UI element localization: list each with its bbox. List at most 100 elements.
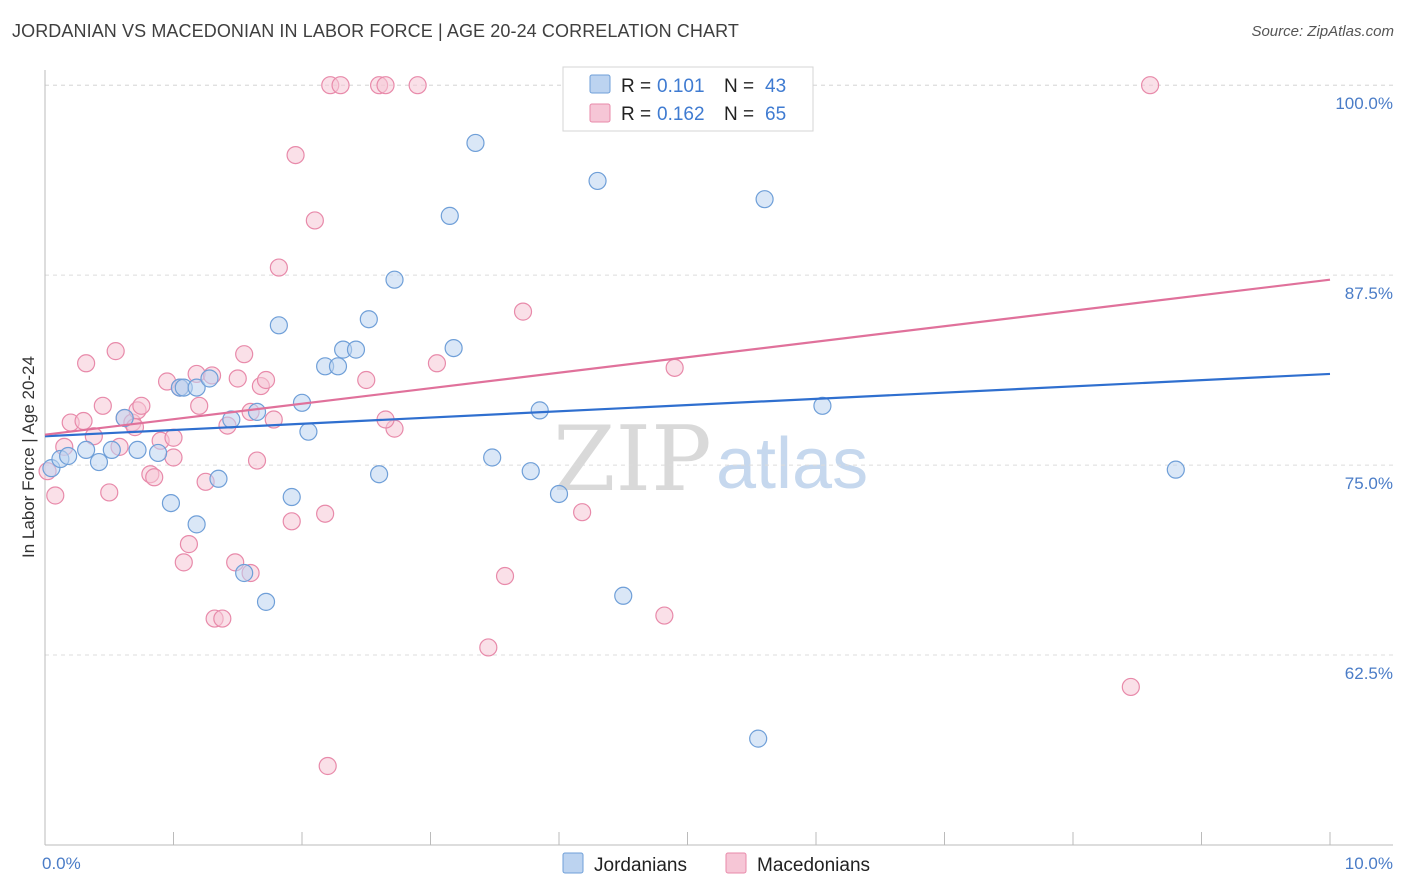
data-point	[89, 452, 109, 472]
data-point	[190, 396, 209, 415]
watermark-atlas: atlas	[716, 424, 868, 504]
trend-line-jordanians	[44, 372, 1331, 438]
data-point	[444, 338, 463, 358]
chart-title: JORDANIAN VS MACEDONIAN IN LABOR FORCE |…	[12, 21, 739, 41]
data-point	[247, 451, 267, 470]
data-point	[530, 401, 549, 420]
data-point	[106, 342, 125, 361]
data-point	[247, 402, 267, 422]
data-point	[59, 446, 78, 466]
axes	[44, 70, 1393, 846]
watermark-zip: ZIP	[553, 407, 712, 512]
data-point	[440, 206, 459, 225]
data-point	[46, 486, 65, 505]
data-point	[282, 512, 301, 531]
data-point	[161, 493, 181, 513]
data-point	[346, 340, 366, 359]
x-tick-label-max: 10.0%	[1345, 854, 1393, 873]
legend-n-value-jordanians: 43	[765, 76, 786, 97]
data-point	[305, 211, 324, 230]
data-point	[299, 422, 318, 441]
data-point	[318, 756, 337, 776]
data-point	[164, 448, 183, 467]
data-point	[115, 408, 134, 428]
data-point	[269, 316, 288, 335]
legend-r-value-macedonians: 0.162	[657, 104, 705, 125]
data-point	[77, 440, 96, 460]
trend-lines	[44, 278, 1331, 438]
data-point	[513, 302, 533, 321]
data-point	[1121, 677, 1140, 697]
data-point	[132, 396, 151, 415]
data-point	[370, 465, 389, 484]
bottom-legend-label-macedonians: Macedonians	[757, 855, 870, 876]
data-point	[655, 606, 674, 625]
legend-r-label-macedonians: R =	[621, 104, 651, 125]
data-point	[235, 563, 254, 583]
legend-swatch-jordanians	[589, 74, 611, 94]
data-point	[179, 535, 199, 554]
y-axis-tick-labels: 62.5% 75.0% 87.5% 100.0%	[1335, 94, 1393, 683]
data-point	[100, 483, 119, 502]
data-point	[74, 411, 93, 431]
data-point	[286, 145, 305, 165]
data-point	[102, 440, 121, 460]
legend: R = 0.101 N = 43 R = 0.162 N = 65	[562, 66, 814, 132]
y-tick-label: 100.0%	[1335, 94, 1393, 113]
data-point	[187, 515, 206, 534]
data-point	[213, 609, 232, 628]
data-point	[256, 370, 276, 390]
data-point	[328, 357, 348, 376]
data-point	[93, 396, 112, 415]
legend-n-value-macedonians: 65	[765, 104, 786, 125]
data-point	[813, 396, 832, 415]
data-point	[588, 171, 607, 191]
y-tick-label: 87.5%	[1345, 284, 1393, 303]
watermark: ZIP atlas	[553, 407, 868, 512]
bottom-legend-swatch-jordanians	[562, 852, 584, 874]
data-point	[385, 270, 404, 289]
data-point	[264, 410, 283, 429]
legend-n-label-macedonians: N =	[724, 104, 754, 125]
data-point	[1166, 460, 1185, 479]
y-tick-label: 62.5%	[1345, 664, 1393, 683]
data-point	[665, 358, 684, 377]
data-point	[187, 378, 206, 397]
data-point	[316, 504, 335, 523]
data-point	[269, 258, 288, 277]
legend-r-label-jordanians: R =	[621, 76, 651, 97]
data-point	[128, 440, 147, 460]
y-tick-label: 75.0%	[1345, 474, 1393, 493]
data-point	[145, 468, 164, 487]
bottom-legend: Jordanians Macedonians	[562, 852, 870, 876]
data-point	[331, 76, 350, 95]
data-point	[466, 133, 485, 153]
data-point	[164, 428, 183, 447]
data-point	[408, 76, 427, 95]
data-point	[479, 638, 498, 657]
data-point	[755, 190, 774, 209]
data-point	[614, 586, 633, 605]
data-point	[1140, 76, 1160, 95]
data-point	[174, 553, 193, 572]
data-point	[427, 354, 447, 373]
data-point	[749, 729, 768, 748]
data-point	[256, 592, 276, 611]
data-point	[521, 462, 540, 481]
bottom-legend-label-jordanians: Jordanians	[594, 855, 687, 876]
bottom-legend-swatch-macedonians	[725, 852, 747, 874]
data-point	[282, 487, 301, 507]
data-point	[359, 310, 378, 329]
x-axis-ticks	[44, 832, 1331, 845]
data-point	[376, 76, 395, 95]
data-point	[357, 370, 376, 390]
data-point	[148, 443, 168, 463]
data-point	[573, 503, 592, 522]
jordanians-points	[42, 133, 1185, 748]
data-point	[235, 345, 254, 364]
y-axis-title: In Labor Force | Age 20-24	[19, 356, 38, 558]
data-point	[495, 566, 515, 586]
data-point	[228, 369, 247, 388]
data-point	[209, 469, 228, 488]
